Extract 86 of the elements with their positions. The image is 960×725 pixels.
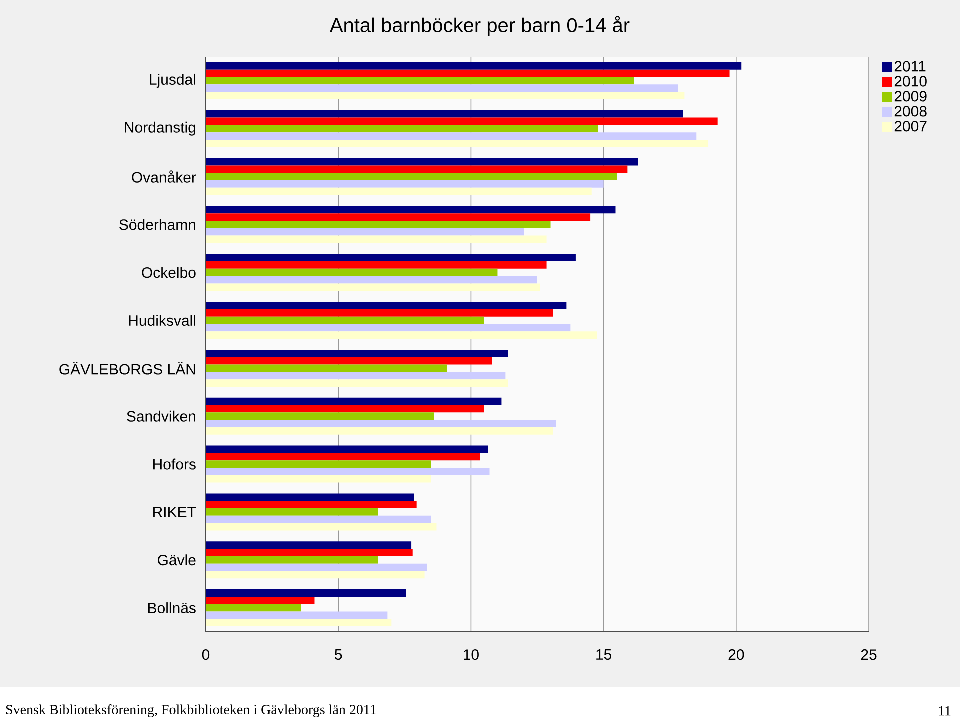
y-tick-label: Gävle xyxy=(158,554,196,566)
bar xyxy=(206,188,592,196)
bar xyxy=(206,262,547,269)
y-tick-label: Sandviken xyxy=(127,410,196,422)
bar xyxy=(206,92,685,100)
bar xyxy=(206,446,488,454)
bar xyxy=(206,564,428,572)
y-tick-label: Ovanåker xyxy=(132,170,196,183)
bar xyxy=(206,590,406,597)
bar xyxy=(206,372,506,380)
bar xyxy=(206,221,551,228)
bar xyxy=(206,84,678,92)
bar xyxy=(206,316,484,324)
x-tick-label: 25 xyxy=(861,650,877,660)
y-tick-label: Hudiksvall xyxy=(129,315,196,326)
text: 11 xyxy=(939,706,951,716)
bar xyxy=(206,427,554,435)
bar xyxy=(206,125,599,133)
bar xyxy=(206,494,414,502)
x-tick-label: 5 xyxy=(335,650,342,660)
bar xyxy=(206,158,638,166)
bar xyxy=(206,619,392,627)
bar xyxy=(206,350,508,358)
y-tick-label: Bollnäs xyxy=(148,602,196,614)
bar xyxy=(206,332,598,340)
chart-title: Antal barnböcker per barn 0-14 år xyxy=(330,16,630,36)
bar xyxy=(206,604,302,612)
bar xyxy=(206,612,388,620)
legend-label: 2011 xyxy=(894,61,926,72)
bar xyxy=(206,254,576,262)
bar xyxy=(206,501,417,509)
bar xyxy=(206,110,684,118)
bar xyxy=(206,357,492,365)
bar xyxy=(206,268,498,276)
bar xyxy=(206,140,709,148)
bar xyxy=(206,214,591,222)
bar xyxy=(206,475,432,483)
bar xyxy=(206,542,412,550)
y-tick-label: Nordanstig xyxy=(125,122,196,136)
x-tick-label: 10 xyxy=(464,650,479,660)
bar xyxy=(206,228,524,236)
bar xyxy=(206,420,556,428)
bar xyxy=(206,236,547,244)
bar xyxy=(206,276,538,284)
bar xyxy=(206,412,434,420)
bar xyxy=(206,206,616,214)
bar xyxy=(206,70,730,78)
y-tick-label: RIKET xyxy=(154,507,196,518)
bar xyxy=(206,596,315,604)
bar xyxy=(206,77,634,85)
bar xyxy=(206,62,742,70)
x-tick-label: 15 xyxy=(596,650,612,660)
bar xyxy=(206,132,697,140)
bar xyxy=(206,380,508,387)
y-tick-label: Ljusdal xyxy=(150,74,196,88)
text: Svensk Biblioteksförening, Folkbiblioteken i Gävleborgs län 2011 xyxy=(6,704,376,718)
bar xyxy=(206,173,618,180)
bar xyxy=(206,180,604,188)
legend-label: 2008 xyxy=(894,106,927,117)
bar xyxy=(206,516,432,524)
legend-label: 2007 xyxy=(894,121,927,132)
bar xyxy=(206,309,554,317)
bar xyxy=(206,364,448,372)
bar xyxy=(206,468,490,476)
bar xyxy=(206,405,484,413)
legend-label: 2010 xyxy=(894,76,927,87)
bar xyxy=(206,166,628,174)
bar xyxy=(206,118,718,126)
y-tick-label: Hofors xyxy=(154,458,196,470)
y-tick-label: Söderhamn xyxy=(120,219,196,230)
bar xyxy=(206,508,378,516)
bar xyxy=(206,549,413,556)
bar xyxy=(206,556,378,564)
bar xyxy=(206,302,567,310)
bar xyxy=(206,453,480,461)
y-tick-label: Ockelbo xyxy=(142,267,196,278)
x-tick-label: 0 xyxy=(202,650,210,660)
legend-label: 2009 xyxy=(894,91,927,102)
bar xyxy=(206,324,571,332)
bar xyxy=(206,523,437,531)
bar xyxy=(206,284,540,292)
bar xyxy=(206,460,432,468)
y-tick-label: GÄVLEBORGS LÄN xyxy=(60,362,196,375)
bar xyxy=(206,398,502,406)
bar xyxy=(206,571,425,579)
x-tick-label: 20 xyxy=(728,650,744,660)
